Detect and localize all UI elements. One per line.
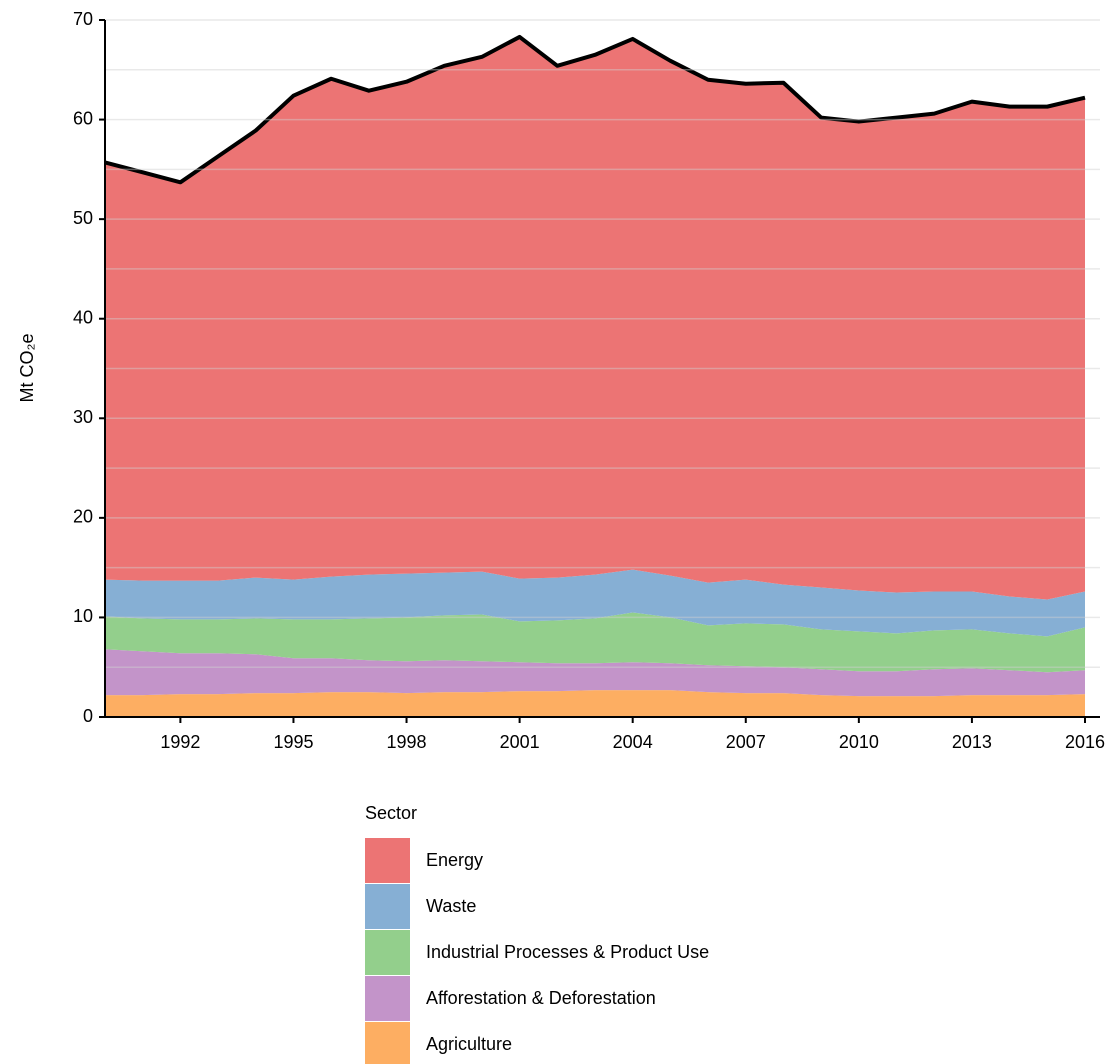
x-tick-label: 2013: [952, 732, 992, 752]
y-tick-label: 50: [73, 208, 93, 228]
x-tick-label: 1992: [160, 732, 200, 752]
legend-swatch: [365, 930, 410, 975]
x-tick-label: 2016: [1065, 732, 1105, 752]
legend-swatch: [365, 976, 410, 1021]
y-tick-label: 10: [73, 606, 93, 626]
y-tick-label: 0: [83, 706, 93, 726]
legend-swatch: [365, 1022, 410, 1064]
legend-label: Energy: [426, 850, 483, 870]
y-tick-label: 30: [73, 407, 93, 427]
legend-title: Sector: [365, 803, 417, 823]
legend-swatch: [365, 838, 410, 883]
legend-label: Industrial Processes & Product Use: [426, 942, 709, 962]
legend-label: Agriculture: [426, 1034, 512, 1054]
y-axis-label: Mt CO₂e: [17, 334, 37, 403]
y-tick-label: 60: [73, 108, 93, 128]
areas: [105, 36, 1085, 717]
y-tick-label: 70: [73, 9, 93, 29]
legend-label: Waste: [426, 896, 476, 916]
area: [105, 36, 1085, 600]
legend-label: Afforestation & Deforestation: [426, 988, 656, 1008]
legend-swatch: [365, 884, 410, 929]
x-tick-label: 2007: [726, 732, 766, 752]
area: [105, 649, 1085, 697]
area: [105, 612, 1085, 673]
x-tick-label: 1995: [273, 732, 313, 752]
area: [105, 690, 1085, 717]
x-tick-label: 2001: [500, 732, 540, 752]
total-outline: [104, 34, 1086, 185]
y-tick-label: 20: [73, 507, 93, 527]
y-tick-label: 40: [73, 307, 93, 327]
x-tick-label: 1998: [387, 732, 427, 752]
area: [105, 569, 1085, 637]
grid: [105, 19, 1100, 718]
x-tick-label: 2004: [613, 732, 653, 752]
x-tick-label: 2010: [839, 732, 879, 752]
